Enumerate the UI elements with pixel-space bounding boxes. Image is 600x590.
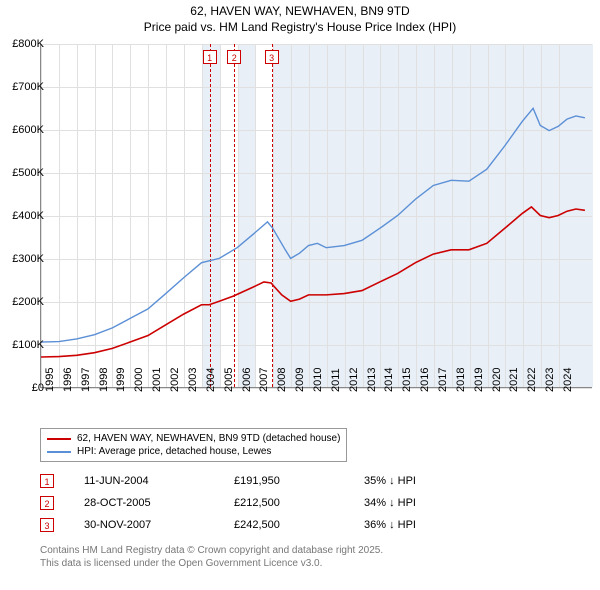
legend: 62, HAVEN WAY, NEWHAVEN, BN9 9TD (detach…: [40, 428, 347, 462]
y-axis-tick-label: £800K: [12, 38, 44, 50]
marker-date: 28-OCT-2005: [84, 497, 234, 509]
x-axis-tick-label: 2006: [241, 368, 253, 392]
marker-badge-cell: 2: [40, 496, 84, 510]
x-axis-tick-label: 1999: [115, 368, 127, 392]
marker-table-row: 1 11-JUN-2004£191,95035% ↓ HPI: [40, 470, 494, 492]
marker-table-row: 2 28-OCT-2005£212,50034% ↓ HPI: [40, 492, 494, 514]
x-axis-tick-label: 2024: [562, 368, 574, 392]
x-axis-tick-label: 2008: [276, 368, 288, 392]
series-price_paid: [41, 207, 585, 357]
y-axis-tick-label: £700K: [12, 81, 44, 93]
y-axis-tick-label: £300K: [12, 253, 44, 265]
chart-lines-svg: [41, 44, 592, 387]
x-axis-tick-label: 2013: [366, 368, 378, 392]
x-axis-tick-label: 2011: [330, 368, 342, 392]
marker-badge-cell: 3: [40, 518, 84, 532]
footer-attribution: Contains HM Land Registry data © Crown c…: [40, 544, 383, 570]
x-axis-tick-label: 1996: [62, 368, 74, 392]
chart-plot-area: 123: [40, 44, 592, 388]
x-axis-tick-label: 2012: [348, 368, 360, 392]
marker-price: £212,500: [234, 497, 364, 509]
title-line2: Price paid vs. HM Land Registry's House …: [0, 20, 600, 36]
marker-price: £242,500: [234, 519, 364, 531]
marker-date: 11-JUN-2004: [84, 475, 234, 487]
x-axis-tick-label: 2020: [491, 368, 503, 392]
title-block: 62, HAVEN WAY, NEWHAVEN, BN9 9TD Price p…: [0, 0, 600, 35]
x-axis-tick-label: 2021: [508, 368, 520, 392]
marker-badge-icon: 2: [40, 496, 54, 510]
marker-badge-icon: 3: [40, 518, 54, 532]
marker-delta: 36% ↓ HPI: [364, 519, 494, 531]
y-axis-tick-label: £0: [32, 382, 44, 394]
series-hpi: [41, 108, 585, 342]
marker-delta: 34% ↓ HPI: [364, 497, 494, 509]
x-axis-tick-label: 2015: [401, 368, 413, 392]
x-axis-tick-label: 2014: [383, 368, 395, 392]
legend-label: 62, HAVEN WAY, NEWHAVEN, BN9 9TD (detach…: [77, 433, 340, 444]
marker-badge-cell: 1: [40, 474, 84, 488]
y-axis-tick-label: £100K: [12, 339, 44, 351]
footer-line1: Contains HM Land Registry data © Crown c…: [40, 544, 383, 557]
legend-row-hpi: HPI: Average price, detached house, Lewe…: [47, 445, 340, 458]
marker-badge-icon: 1: [40, 474, 54, 488]
footer-line2: This data is licensed under the Open Gov…: [40, 557, 383, 570]
x-axis-tick-label: 2009: [294, 368, 306, 392]
x-axis-tick-label: 1997: [80, 368, 92, 392]
x-axis-tick-label: 2023: [544, 368, 556, 392]
marker-date: 30-NOV-2007: [84, 519, 234, 531]
markers-table: 1 11-JUN-2004£191,95035% ↓ HPI 2 28-OCT-200…: [40, 470, 494, 536]
x-axis-tick-label: 2016: [419, 368, 431, 392]
marker-price: £191,950: [234, 475, 364, 487]
y-axis-tick-label: £500K: [12, 167, 44, 179]
chart-container: 62, HAVEN WAY, NEWHAVEN, BN9 9TD Price p…: [0, 0, 600, 590]
marker-delta: 35% ↓ HPI: [364, 475, 494, 487]
legend-swatch: [47, 438, 71, 440]
y-axis-tick-label: £400K: [12, 210, 44, 222]
legend-label: HPI: Average price, detached house, Lewe…: [77, 446, 271, 457]
x-axis-tick-label: 2007: [258, 368, 270, 392]
x-axis-tick-label: 2002: [169, 368, 181, 392]
x-axis-tick-label: 2010: [312, 368, 324, 392]
x-axis-tick-label: 2001: [151, 368, 163, 392]
legend-row-price-paid: 62, HAVEN WAY, NEWHAVEN, BN9 9TD (detach…: [47, 432, 340, 445]
y-axis-tick-label: £200K: [12, 296, 44, 308]
x-axis-tick-label: 1995: [44, 368, 56, 392]
x-axis-tick-label: 2019: [473, 368, 485, 392]
x-axis-tick-label: 2017: [437, 368, 449, 392]
y-axis-tick-label: £600K: [12, 124, 44, 136]
x-axis-tick-label: 2022: [526, 368, 538, 392]
x-axis-tick-label: 2003: [187, 368, 199, 392]
x-axis-tick-label: 2018: [455, 368, 467, 392]
x-axis-tick-label: 2004: [205, 368, 217, 392]
legend-swatch: [47, 451, 71, 453]
x-axis-tick-label: 1998: [98, 368, 110, 392]
title-line1: 62, HAVEN WAY, NEWHAVEN, BN9 9TD: [0, 4, 600, 20]
x-axis-tick-label: 2005: [223, 368, 235, 392]
x-axis-tick-label: 2000: [133, 368, 145, 392]
marker-table-row: 3 30-NOV-2007£242,50036% ↓ HPI: [40, 514, 494, 536]
